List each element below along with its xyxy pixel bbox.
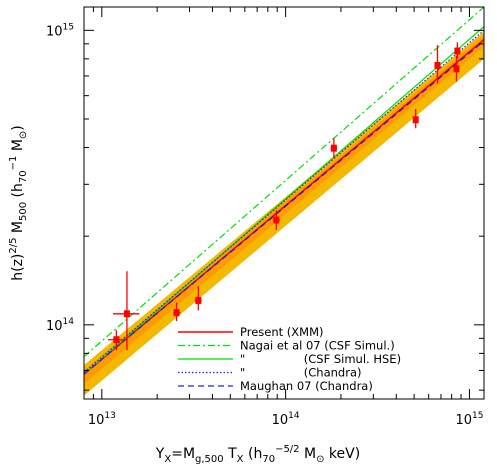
x-tick-exponent: 14 bbox=[288, 411, 300, 421]
data-point-3 bbox=[173, 302, 181, 322]
x-tick-exponent: 15 bbox=[472, 411, 483, 421]
data-point-6 bbox=[330, 138, 337, 158]
y-axis-label: h(z)2/5 M500 (h70−1 M⊙) bbox=[8, 125, 29, 281]
legend-label: Maughan 07 (Chandra) bbox=[240, 379, 373, 393]
point-marker bbox=[113, 336, 120, 344]
data-point-7 bbox=[412, 109, 419, 129]
y-tick-label-14: 1014 bbox=[46, 317, 74, 334]
y-tick-base: 10 bbox=[46, 24, 63, 39]
x-tick-base: 10 bbox=[272, 413, 289, 428]
legend-entry-3: " (CSF Simul. HSE) bbox=[178, 352, 401, 366]
point-marker bbox=[195, 296, 202, 304]
legend-label: " (Chandra) bbox=[240, 366, 361, 380]
legend-entry-1: Present (XMM) bbox=[178, 325, 324, 339]
fit-line-5 bbox=[84, 40, 484, 375]
y-tick-label-15: 1015 bbox=[46, 22, 74, 39]
x-tick-base: 10 bbox=[88, 413, 105, 428]
plot-frame bbox=[83, 6, 485, 400]
y-tick-exponent: 15 bbox=[63, 22, 74, 32]
data-point-2 bbox=[112, 271, 140, 351]
x-tick-exponent: 13 bbox=[104, 411, 115, 421]
legend-label: Present (XMM) bbox=[240, 325, 324, 339]
x-tick-label-15: 1015 bbox=[455, 411, 483, 428]
data-point-1 bbox=[107, 330, 128, 351]
data-point-5 bbox=[272, 210, 280, 230]
data-point-4 bbox=[194, 286, 202, 311]
point-marker bbox=[453, 65, 460, 73]
point-marker bbox=[330, 144, 337, 152]
legend-label: " (CSF Simul. HSE) bbox=[240, 352, 401, 366]
fit-line-2 bbox=[84, 7, 484, 358]
x-tick-label-14: 1014 bbox=[272, 411, 300, 428]
point-marker bbox=[173, 309, 180, 317]
x-axis-label: YX=Mg,500 TX (h70−5/2 M⊙ keV) bbox=[155, 444, 360, 465]
legend-entry-5: Maughan 07 (Chandra) bbox=[178, 379, 373, 393]
legend-entry-2: Nagai et al 07 (CSF Simul.) bbox=[178, 339, 395, 353]
data-point-10 bbox=[454, 42, 461, 59]
fit-line-3 bbox=[84, 26, 484, 375]
x-tick-base: 10 bbox=[455, 413, 472, 428]
legend-entry-4: " (Chandra) bbox=[178, 366, 361, 380]
data-point-9 bbox=[453, 55, 460, 82]
x-tick-label-13: 1013 bbox=[88, 411, 116, 428]
point-marker bbox=[434, 61, 441, 69]
data-point-8 bbox=[434, 45, 441, 84]
point-marker bbox=[412, 116, 419, 124]
point-marker bbox=[454, 47, 461, 55]
fit-line-4 bbox=[84, 29, 484, 373]
y-tick-base: 10 bbox=[46, 319, 63, 334]
point-marker bbox=[273, 216, 280, 224]
y-tick-exponent: 14 bbox=[63, 317, 75, 327]
legend-label: Nagai et al 07 (CSF Simul.) bbox=[240, 339, 395, 353]
point-marker bbox=[123, 310, 130, 318]
